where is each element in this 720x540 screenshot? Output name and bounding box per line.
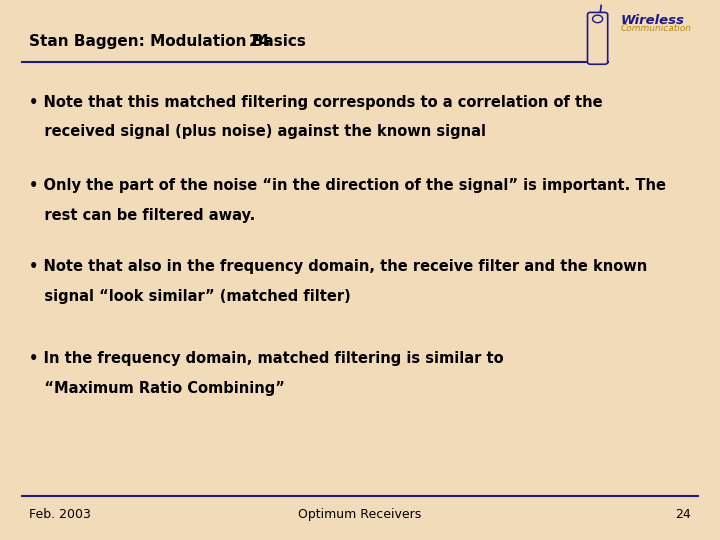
Text: signal “look similar” (matched filter): signal “look similar” (matched filter) [29,289,351,304]
Text: Optimum Receivers: Optimum Receivers [298,508,422,521]
Text: • In the frequency domain, matched filtering is similar to: • In the frequency domain, matched filte… [29,351,503,366]
Text: Communication: Communication [621,24,692,33]
Text: • Only the part of the noise “in the direction of the signal” is important. The: • Only the part of the noise “in the dir… [29,178,666,193]
Text: rest can be filtered away.: rest can be filtered away. [29,208,255,223]
Text: • Note that also in the frequency domain, the receive filter and the known: • Note that also in the frequency domain… [29,259,647,274]
Text: • Note that this matched filtering corresponds to a correlation of the: • Note that this matched filtering corre… [29,94,603,110]
Text: Wireless: Wireless [621,14,685,26]
Text: Feb. 2003: Feb. 2003 [29,508,91,521]
Circle shape [593,15,603,23]
Text: received signal (plus noise) against the known signal: received signal (plus noise) against the… [29,124,486,139]
Text: 24: 24 [248,33,270,49]
Text: 24: 24 [675,508,691,521]
Text: Stan Baggen: Modulation Basics: Stan Baggen: Modulation Basics [29,33,306,49]
Text: “Maximum Ratio Combining”: “Maximum Ratio Combining” [29,381,284,396]
FancyBboxPatch shape [588,12,608,64]
